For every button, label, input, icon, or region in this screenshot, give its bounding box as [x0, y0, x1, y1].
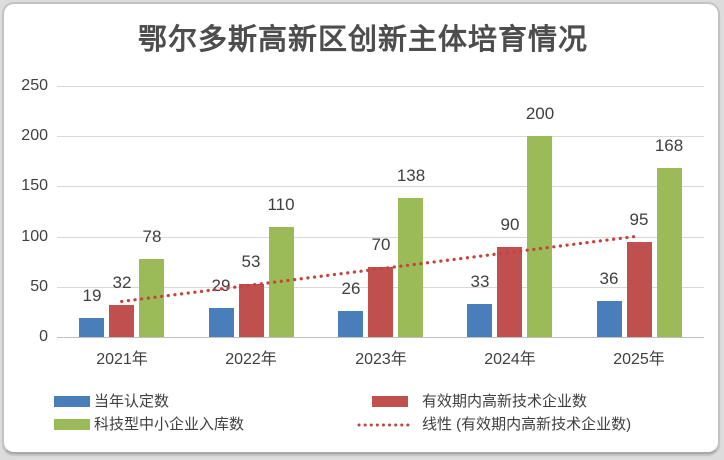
x-tick-label: 2024年 [484, 351, 536, 368]
chart-card: 鄂尔多斯高新区创新主体培育情况 0 50 100 150 200 250 19 29 26 33 3… [2, 2, 720, 454]
legend-swatch [54, 396, 90, 407]
x-tick-label: 2021年 [96, 351, 148, 368]
bar-value-label: 90 [500, 215, 520, 234]
bar [109, 305, 134, 337]
y-tick-label: 0 [39, 328, 48, 345]
x-axis-line [57, 337, 704, 338]
gridline [57, 86, 704, 87]
x-tick-label: 2023年 [355, 351, 407, 368]
legend-label: 有效期内高新技术企业数 [422, 393, 588, 410]
legend-dotted-line [357, 423, 411, 427]
bar-value-label: 168 [654, 136, 684, 155]
legend-swatch [372, 396, 408, 407]
trendline [120, 234, 641, 304]
y-tick-label: 50 [30, 278, 48, 295]
bar [239, 284, 264, 337]
y-tick-label: 100 [21, 228, 48, 245]
bar [139, 259, 164, 337]
gridline [57, 186, 704, 187]
chart-area: 鄂尔多斯高新区创新主体培育情况 0 50 100 150 200 250 19 29 26 33 3… [4, 4, 722, 456]
bar [497, 247, 522, 337]
legend-swatch [54, 419, 90, 430]
bar [527, 136, 552, 337]
bar [79, 318, 104, 337]
y-tick-label: 200 [21, 127, 48, 144]
bar [467, 304, 492, 337]
bar [657, 168, 682, 337]
bar [209, 308, 234, 337]
bar-value-label: 110 [267, 195, 295, 214]
bar-value-label: 200 [525, 104, 555, 123]
bar-value-label: 95 [629, 210, 649, 229]
legend-label: 当年认定数 [94, 393, 170, 410]
gridline [57, 136, 704, 137]
bar-value-label: 78 [142, 227, 162, 246]
bar [338, 311, 363, 337]
bar [627, 242, 652, 337]
x-tick-label: 2025年 [613, 351, 665, 368]
bar [269, 227, 294, 337]
bar [368, 267, 393, 337]
legend-label: 线性 (有效期内高新技术企业数) [422, 416, 632, 433]
y-tick-label: 150 [21, 177, 48, 194]
bar-value-label: 138 [396, 166, 426, 185]
y-tick-label: 250 [21, 77, 48, 94]
legend-label: 科技型中小企业入库数 [94, 416, 245, 433]
bar-value-label: 19 [82, 286, 102, 305]
x-tick-label: 2022年 [225, 351, 277, 368]
bar [398, 198, 423, 337]
chart-title: 鄂尔多斯高新区创新主体培育情况 [137, 24, 588, 56]
bar [597, 301, 622, 337]
